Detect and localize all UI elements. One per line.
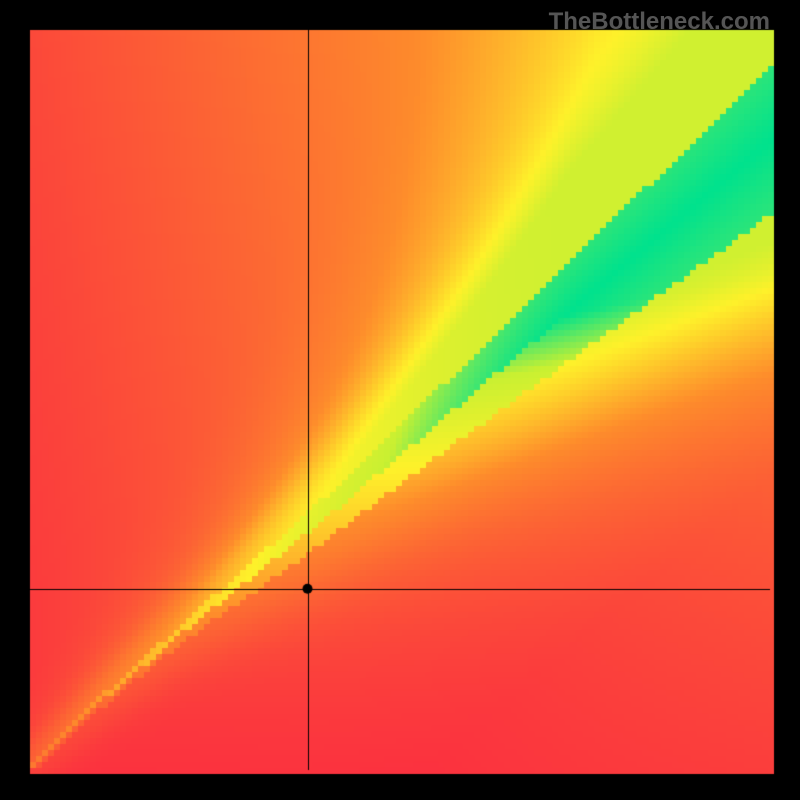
chart-container: TheBottleneck.com: [0, 0, 800, 800]
heatmap-canvas: [0, 0, 800, 800]
watermark-text: TheBottleneck.com: [549, 8, 770, 36]
